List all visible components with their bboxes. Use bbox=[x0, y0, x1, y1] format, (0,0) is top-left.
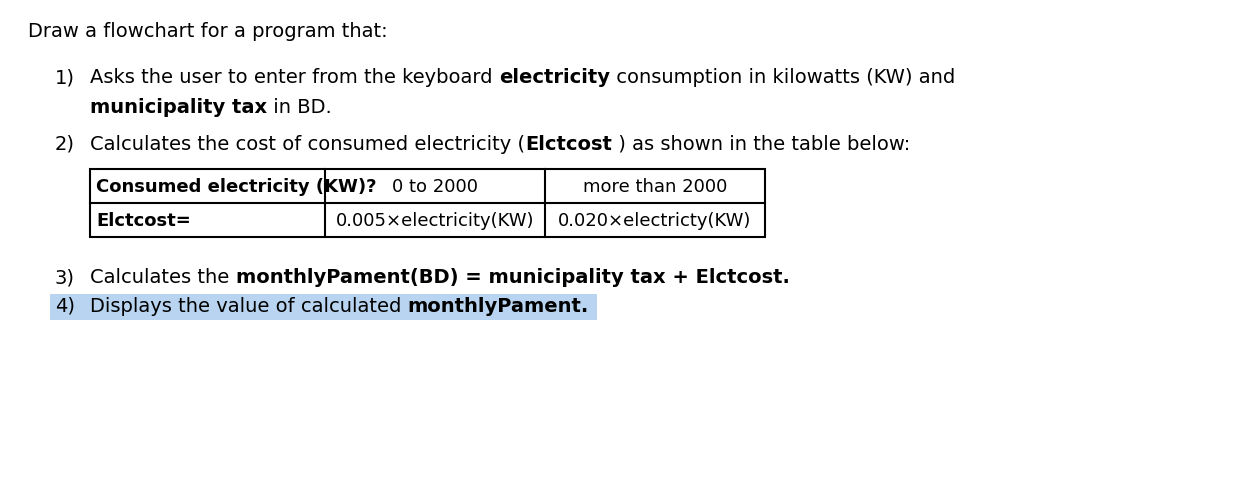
Text: Asks the user to enter from the keyboard: Asks the user to enter from the keyboard bbox=[89, 68, 499, 87]
Text: Draw a flowchart for a program that:: Draw a flowchart for a program that: bbox=[29, 22, 388, 41]
Text: 4): 4) bbox=[55, 296, 75, 315]
Text: 0.020×electricty(KW): 0.020×electricty(KW) bbox=[559, 212, 751, 229]
Text: Elctcost: Elctcost bbox=[525, 135, 612, 154]
Text: Calculates the cost of consumed electricity (: Calculates the cost of consumed electric… bbox=[89, 135, 525, 154]
Text: 2): 2) bbox=[55, 135, 75, 154]
Text: monthlyPament.: monthlyPament. bbox=[407, 296, 589, 315]
Text: 3): 3) bbox=[55, 267, 75, 286]
Text: 0 to 2000: 0 to 2000 bbox=[392, 178, 478, 196]
Bar bbox=[89, 170, 765, 238]
Text: 0.005×electricity(KW): 0.005×electricity(KW) bbox=[335, 212, 534, 229]
Text: 1): 1) bbox=[55, 68, 75, 87]
Text: ) as shown in the table below:: ) as shown in the table below: bbox=[612, 135, 910, 154]
Bar bbox=[50, 294, 597, 320]
Text: electricity: electricity bbox=[499, 68, 610, 87]
Text: municipality tax: municipality tax bbox=[89, 98, 267, 117]
Text: Calculates the: Calculates the bbox=[89, 267, 236, 286]
Text: more than 2000: more than 2000 bbox=[582, 178, 727, 196]
Text: Elctcost=: Elctcost= bbox=[96, 212, 191, 229]
Text: Consumed electricity (KW)?: Consumed electricity (KW)? bbox=[96, 178, 376, 196]
Text: in BD.: in BD. bbox=[267, 98, 332, 117]
Text: monthlyPament(BD) = municipality tax + Elctcost.: monthlyPament(BD) = municipality tax + E… bbox=[236, 267, 790, 286]
Text: consumption in kilowatts (KW) and: consumption in kilowatts (KW) and bbox=[610, 68, 955, 87]
Text: Displays the value of calculated: Displays the value of calculated bbox=[89, 296, 407, 315]
